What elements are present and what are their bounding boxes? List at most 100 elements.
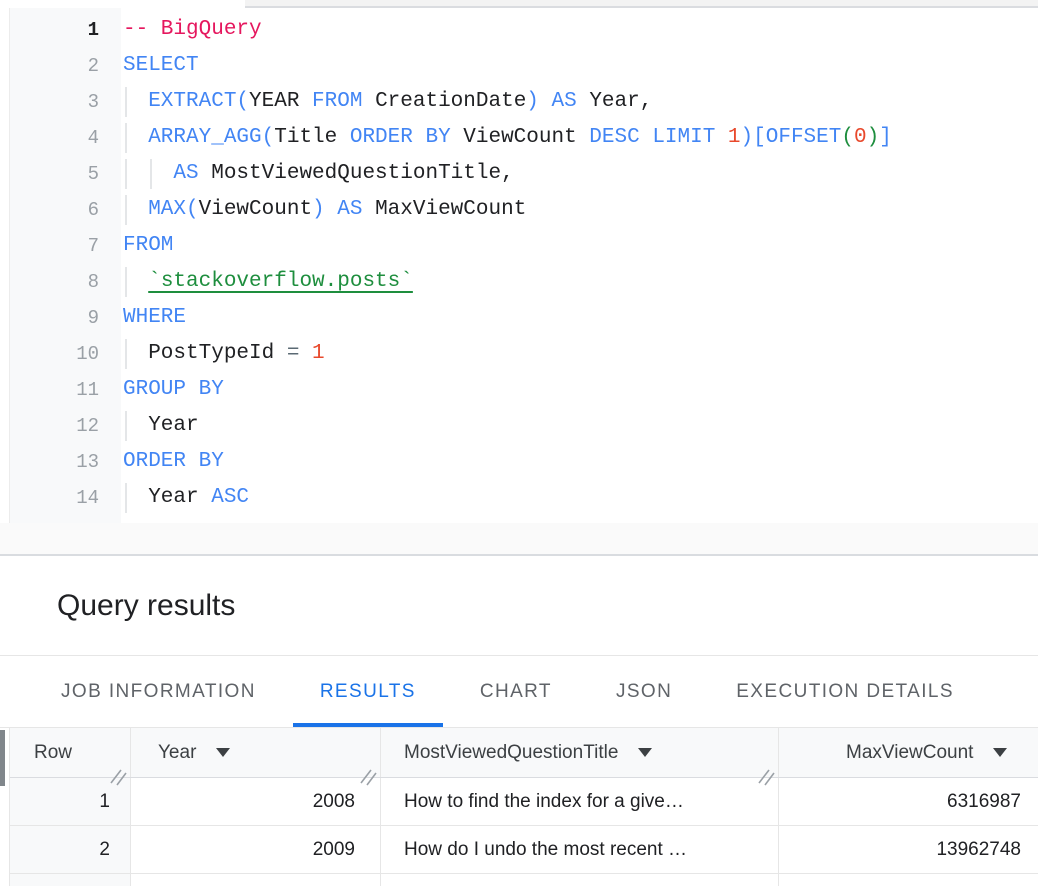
line-number: 13: [10, 444, 99, 480]
code-line[interactable]: PostTypeId = 1: [123, 336, 1038, 372]
code-token: YEAR: [249, 90, 299, 113]
code-line[interactable]: AS MostViewedQuestionTitle,: [123, 156, 1038, 192]
column-header-label: MaxViewCount: [846, 742, 973, 764]
line-number: 14: [10, 480, 99, 516]
tab-execution-details[interactable]: EXECUTION DETAILS: [709, 657, 981, 727]
editor-bottom-strip: [0, 523, 1038, 556]
results-scrollbar-thumb[interactable]: [0, 730, 5, 786]
indent-guide-line: [125, 267, 127, 297]
table-row: 22009How do I undo the most recent …1396…: [10, 826, 1038, 874]
line-number-gutter: 1234567891011121314: [10, 8, 121, 523]
code-token: ViewCount: [451, 126, 577, 149]
table-cell: 13962748: [779, 826, 1038, 873]
code-token: Year: [123, 414, 199, 437]
code-token: ): [867, 126, 880, 149]
column-header-maxviewcount[interactable]: MaxViewCount: [779, 728, 1038, 777]
line-number: 11: [10, 372, 99, 408]
code-token: =: [287, 342, 300, 365]
tab-chart[interactable]: CHART: [453, 657, 579, 727]
line-number: 5: [10, 156, 99, 192]
code-token: SELECT: [123, 54, 199, 77]
sql-editor[interactable]: 1234567891011121314 -- BigQuerySELECT EX…: [9, 8, 1038, 523]
column-resize-handle-icon[interactable]: [109, 768, 127, 786]
line-number: 6: [10, 192, 99, 228]
table-header-row: Row Year MostViewedQuestionTitle MaxViewCou…: [10, 728, 1038, 778]
code-token: )[OFFSET: [741, 126, 842, 149]
tab-results[interactable]: RESULTS: [293, 657, 443, 727]
column-dropdown-caret-icon[interactable]: [993, 748, 1007, 757]
column-resize-handle-icon[interactable]: [359, 768, 377, 786]
table-cell: How do I undo the most recent …: [381, 826, 779, 873]
column-resize-handle-icon[interactable]: [757, 768, 775, 786]
column-header-year[interactable]: Year: [131, 728, 381, 777]
table-cell: 2009: [131, 826, 381, 873]
code-line[interactable]: ORDER BY: [123, 444, 1038, 480]
code-token: Year,: [577, 90, 653, 113]
indent-guide-line: [125, 483, 127, 513]
code-token: ASC: [211, 486, 249, 509]
line-number: 10: [10, 336, 99, 372]
code-token: Title: [274, 126, 337, 149]
line-number: 8: [10, 264, 99, 300]
line-number: 3: [10, 84, 99, 120]
code-line[interactable]: Year ASC: [123, 480, 1038, 516]
code-line[interactable]: SELECT: [123, 48, 1038, 84]
code-token: ) AS: [526, 90, 576, 113]
code-token: 1: [715, 126, 740, 149]
code-area[interactable]: -- BigQuery SELECT EXTRACT(YEAR FROM Crea…: [121, 8, 1038, 523]
table-cell: How to find the index for a give…: [381, 778, 779, 825]
code-line[interactable]: GROUP BY: [123, 372, 1038, 408]
table-reference-link[interactable]: `stackoverflow.posts`: [148, 270, 413, 293]
query-results-section: Query results: [0, 556, 1038, 656]
column-header-label: Row: [34, 742, 72, 764]
code-line[interactable]: MAX(ViewCount) AS MaxViewCount: [123, 192, 1038, 228]
table-cell: [381, 874, 779, 886]
code-line[interactable]: WHERE: [123, 300, 1038, 336]
code-token: WHERE: [123, 306, 186, 329]
code-token: ) AS: [312, 198, 362, 221]
code-line[interactable]: `stackoverflow.posts`: [123, 264, 1038, 300]
code-token: AS: [123, 162, 199, 185]
table-cell: [10, 874, 131, 886]
line-number: 4: [10, 120, 99, 156]
indent-guide-line: [125, 123, 127, 153]
indent-guide-line: [125, 87, 127, 117]
column-header-label: Year: [158, 742, 196, 764]
code-line[interactable]: ARRAY_AGG(Title ORDER BY ViewCount DESC …: [123, 120, 1038, 156]
line-number: 2: [10, 48, 99, 84]
results-table: Row Year MostViewedQuestionTitle MaxViewCou…: [9, 728, 1038, 886]
code-token: EXTRACT(: [123, 90, 249, 113]
code-line[interactable]: EXTRACT(YEAR FROM CreationDate) AS Year,: [123, 84, 1038, 120]
line-number: 7: [10, 228, 99, 264]
column-header-mostviewedquestiontitle[interactable]: MostViewedQuestionTitle: [381, 728, 779, 777]
table-row-partial: [10, 874, 1038, 886]
results-tab-bar: JOB INFORMATIONRESULTSCHARTJSONEXECUTION…: [0, 657, 1038, 728]
tab-job-information[interactable]: JOB INFORMATION: [34, 657, 283, 727]
table-row: 12008How to find the index for a give…63…: [10, 778, 1038, 826]
column-header-row[interactable]: Row: [10, 728, 131, 777]
code-token: FROM: [299, 90, 362, 113]
code-token: -- BigQuery: [123, 18, 262, 41]
tab-json[interactable]: JSON: [589, 657, 699, 727]
editor-tab-strip: [0, 0, 1038, 8]
code-token: PostTypeId: [123, 342, 287, 365]
table-cell: 6316987: [779, 778, 1038, 825]
table-cell: [131, 874, 381, 886]
table-cell: 2: [10, 826, 131, 873]
code-line[interactable]: FROM: [123, 228, 1038, 264]
code-line[interactable]: Year: [123, 408, 1038, 444]
table-cell: 2008: [131, 778, 381, 825]
code-token: FROM: [123, 234, 173, 257]
code-token: GROUP BY: [123, 378, 224, 401]
column-dropdown-caret-icon[interactable]: [638, 748, 652, 757]
code-token: MAX(: [123, 198, 199, 221]
table-cell: [779, 874, 1038, 886]
indent-guide-line: [150, 159, 152, 189]
code-token: CreationDate: [362, 90, 526, 113]
code-line[interactable]: -- BigQuery: [123, 12, 1038, 48]
code-token: DESC LIMIT: [577, 126, 716, 149]
query-results-title: Query results: [0, 556, 1038, 623]
code-token: MostViewedQuestionTitle,: [199, 162, 514, 185]
code-token: (: [841, 126, 854, 149]
column-dropdown-caret-icon[interactable]: [216, 748, 230, 757]
